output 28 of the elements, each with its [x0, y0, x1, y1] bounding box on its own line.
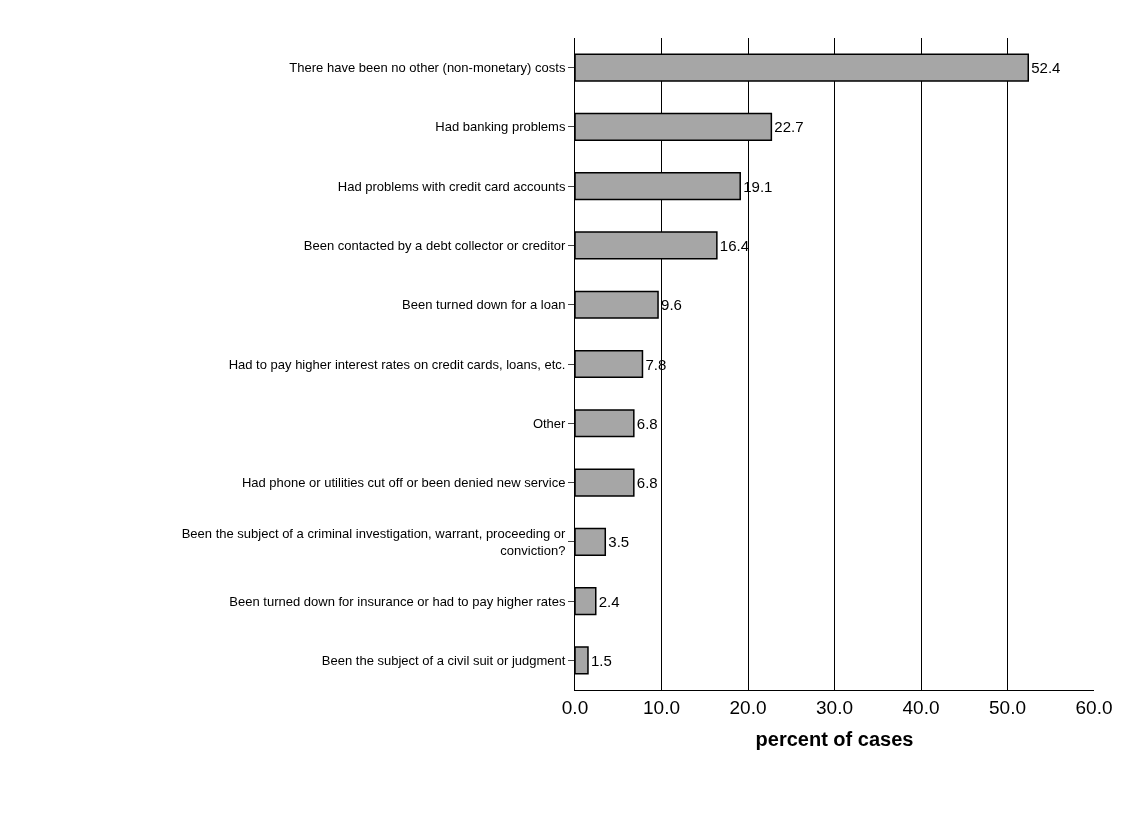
data-label: 22.7 — [774, 118, 804, 136]
x-tick-label: 40.0 — [902, 696, 940, 718]
y-tick-label: Been contacted by a debt collector or creditor — [303, 238, 567, 253]
y-tick-label: There have been no other (non-monetary) costs — [289, 60, 566, 76]
data-label: 1.5 — [590, 651, 612, 669]
data-label: 2.4 — [598, 592, 620, 610]
y-tick-label: Been turned down for insurance or had to pay higher rates — [229, 593, 566, 609]
data-label: 9.6 — [661, 296, 682, 314]
x-axis-title: percent of cases — [755, 728, 914, 751]
y-tick-label: Had phone or utilities cut off or been denied new service — [241, 475, 566, 491]
data-label: 3.5 — [608, 533, 630, 551]
x-tick-label: 10.0 — [643, 696, 680, 718]
y-tick-label: Been the subject of a civil suit or judgment — [321, 652, 566, 668]
x-tick-label: 30.0 — [816, 696, 853, 718]
y-tick-label: Other — [532, 415, 567, 431]
x-tick-label: 50.0 — [989, 696, 1026, 718]
y-tick-label: Had banking problems — [435, 119, 566, 135]
data-label: 52.4 — [1031, 59, 1061, 77]
y-tick-label: Been turned down for a loan — [402, 297, 566, 313]
data-label: 6.8 — [636, 474, 658, 492]
x-tick-label: 20.0 — [729, 696, 767, 718]
y-tick-label: Had problems with credit card accounts — [337, 178, 566, 194]
y-tick-label: Been the subject of a criminal investigation, warrant, proceeding or conviction? — [181, 525, 567, 558]
data-label: 6.8 — [636, 414, 658, 432]
y-tick-label: Had to pay higher interest rates on credit cards, loans, etc. — [228, 356, 566, 372]
x-tick-label: 60.0 — [1075, 696, 1113, 718]
x-tick-label: 0.0 — [561, 696, 589, 718]
data-label: 16.4 — [719, 236, 750, 254]
